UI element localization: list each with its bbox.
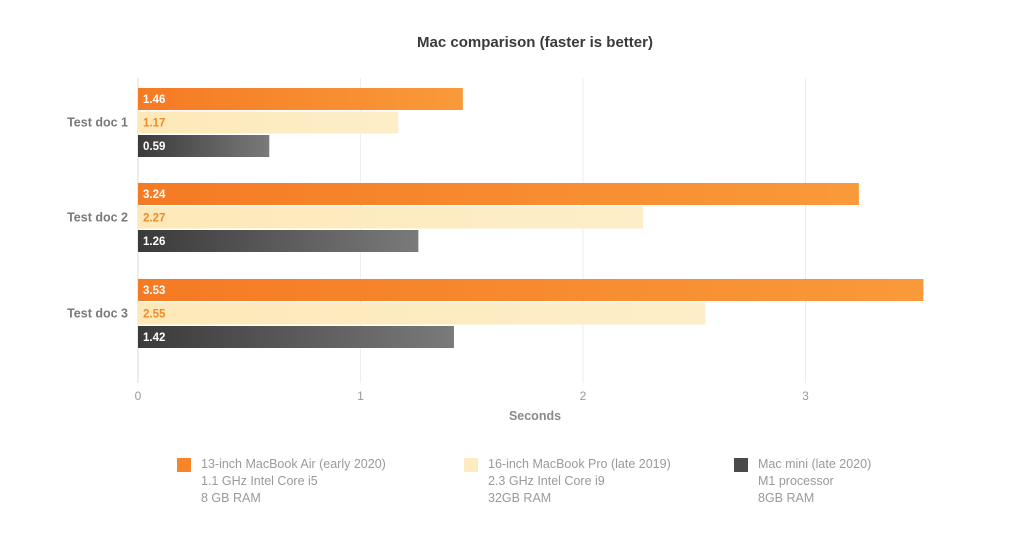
bar-mac-mini (138, 326, 454, 348)
legend-item-macbook-pro: 16-inch MacBook Pro (late 2019) 2.3 GHz … (464, 456, 671, 507)
chart-title: Mac comparison (faster is better) (417, 34, 653, 51)
legend-swatch (177, 458, 191, 472)
legend-spec-cpu: 1.1 GHz Intel Core i5 (201, 474, 318, 488)
bar-macbook-pro (138, 206, 644, 229)
legend-swatch (464, 458, 478, 472)
category-labels: Test doc 1 Test doc 2 Test doc 3 (67, 116, 128, 321)
data-label: 1.17 (143, 118, 165, 130)
legend-label: 13-inch MacBook Air (early 2020) (201, 457, 386, 471)
bar-chart: Mac comparison (faster is better) 1.461.… (67, 34, 924, 423)
bar-macbook-air (138, 88, 463, 110)
legend-item-mac-mini: Mac mini (late 2020) M1 processor 8GB RA… (734, 456, 871, 507)
x-tick-labels: 0 1 2 3 (135, 389, 810, 403)
bar-mac-mini (138, 230, 419, 252)
category-label: Test doc 1 (67, 116, 128, 130)
bar-macbook-air (138, 279, 924, 301)
x-axis-label: Seconds (509, 409, 561, 423)
legend-spec-cpu: M1 processor (758, 474, 834, 488)
legend-item-macbook-air: 13-inch MacBook Air (early 2020) 1.1 GHz… (177, 456, 386, 507)
legend-spec-ram: 8 GB RAM (201, 491, 261, 505)
bar-macbook-pro (138, 302, 706, 325)
data-label: 2.55 (143, 309, 166, 321)
x-tick-label: 0 (135, 389, 142, 403)
legend: 13-inch MacBook Air (early 2020) 1.1 GHz… (0, 456, 1024, 526)
data-label: 3.24 (143, 189, 166, 201)
x-tick-label: 1 (357, 389, 364, 403)
legend-spec-ram: 8GB RAM (758, 491, 815, 505)
category-label: Test doc 2 (67, 211, 128, 225)
bar-macbook-pro (138, 111, 399, 134)
legend-swatch (734, 458, 748, 472)
bar-mac-mini (138, 135, 270, 157)
data-label: 1.46 (143, 94, 165, 106)
category-label: Test doc 3 (67, 307, 128, 321)
bar-macbook-air (138, 183, 859, 205)
legend-spec-ram: 32GB RAM (488, 491, 552, 505)
data-label: 3.53 (143, 285, 165, 297)
data-label: 1.26 (143, 236, 165, 248)
x-tick-label: 3 (802, 389, 809, 403)
legend-label: 16-inch MacBook Pro (late 2019) (488, 457, 671, 471)
data-label: 1.42 (143, 332, 165, 344)
data-label: 0.59 (143, 141, 165, 153)
bars: 1.46 1.17 0.59 3.24 2.27 1.26 3.53 2.55 1.42 (138, 88, 924, 348)
x-tick-label: 2 (580, 389, 587, 403)
legend-spec-cpu: 2.3 GHz Intel Core i9 (488, 474, 605, 488)
data-label: 2.27 (143, 213, 165, 225)
legend-label: Mac mini (late 2020) (758, 457, 872, 471)
